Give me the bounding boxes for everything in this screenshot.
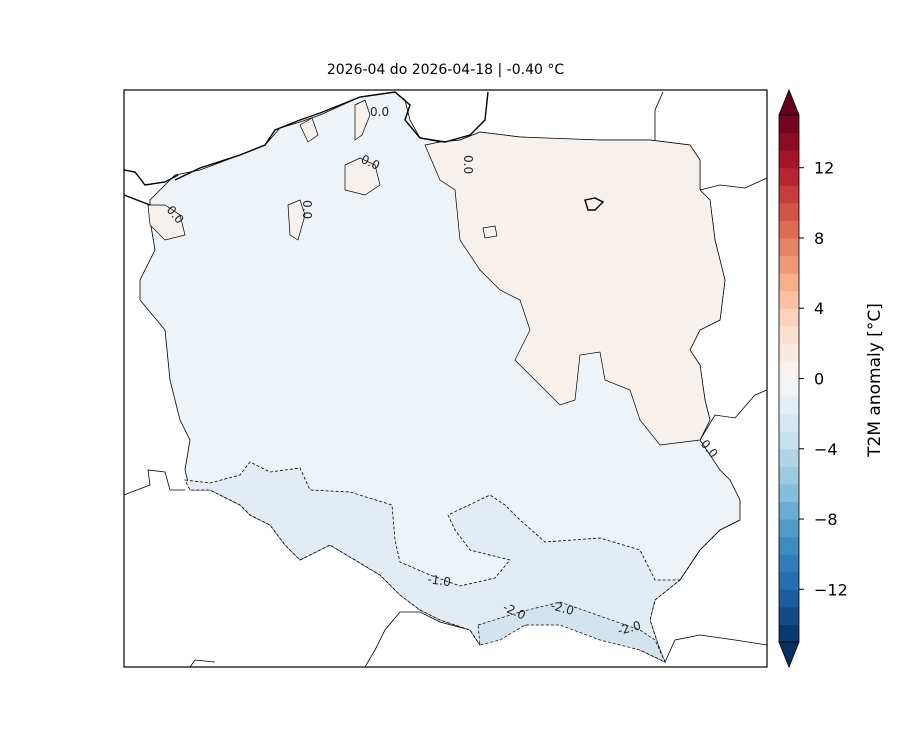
colorbar-band bbox=[779, 519, 799, 538]
colorbar-band bbox=[779, 483, 799, 502]
contour-label: 0.0 bbox=[370, 105, 389, 119]
colorbar-band bbox=[779, 624, 799, 643]
colorbar-band bbox=[779, 132, 799, 151]
colorbar-band bbox=[779, 308, 799, 327]
colorbar-band bbox=[779, 167, 799, 186]
colorbar-band bbox=[779, 185, 799, 204]
colorbar-band bbox=[779, 202, 799, 221]
baltic-coastline bbox=[124, 91, 489, 206]
colorbar-tick-label: 12 bbox=[814, 159, 834, 178]
map-area: 0.0 0.0 0.0 0.0 0.0 0.0 -1.0 -2.0 -2.0 -… bbox=[124, 91, 767, 667]
colorbar-extend-min bbox=[778, 641, 800, 669]
colorbar-tick-label: 0 bbox=[814, 370, 824, 389]
colorbar-band bbox=[779, 589, 799, 608]
positive-patches bbox=[147, 99, 498, 241]
colorbar-band bbox=[779, 501, 799, 520]
contour-label: 0.0 bbox=[300, 200, 314, 219]
colorbar-band bbox=[779, 237, 799, 257]
colorbar-band bbox=[779, 448, 799, 467]
contour-label: -2.0 bbox=[616, 618, 642, 638]
colorbar-extend-max bbox=[778, 88, 800, 116]
colorbar-band bbox=[779, 606, 799, 625]
colorbar-band bbox=[779, 150, 799, 169]
colorbar-band bbox=[779, 255, 799, 274]
colorbar-tick-label: 8 bbox=[814, 229, 824, 248]
colorbar-band bbox=[779, 536, 799, 555]
colorbar-band bbox=[779, 431, 799, 450]
neighbour-borders bbox=[124, 91, 767, 667]
colorbar-band bbox=[779, 378, 799, 397]
colorbar-band bbox=[779, 466, 799, 485]
colorbar-band bbox=[779, 413, 799, 432]
colorbar: −12 −8 −4 0 4 8 12 bbox=[778, 88, 848, 669]
colorbar-tick-label: 4 bbox=[814, 299, 824, 318]
colorbar-label: T2M anomaly [°C] bbox=[865, 303, 885, 458]
region-anomaly-0-to-plus1 bbox=[424, 131, 726, 446]
colorbar-band bbox=[779, 290, 799, 309]
map-title: 2026-04 do 2026-04-18 | -0.40 °C bbox=[326, 62, 565, 78]
contour-label: -2.0 bbox=[549, 598, 575, 618]
region-anomaly-below-minus2 bbox=[477, 601, 666, 663]
colorbar-band bbox=[779, 396, 799, 415]
colorbar-band bbox=[779, 115, 799, 134]
colorbar-band bbox=[779, 220, 799, 239]
contour-label: 0.0 bbox=[461, 155, 475, 174]
colorbar-band bbox=[779, 360, 799, 379]
colorbar-band bbox=[779, 554, 799, 573]
colorbar-tick-label: −8 bbox=[814, 510, 838, 529]
contour-label: -1.0 bbox=[427, 572, 452, 589]
colorbar-band bbox=[779, 273, 799, 292]
colorbar-tick-label: −12 bbox=[814, 580, 848, 599]
colorbar-band bbox=[779, 325, 799, 344]
lake-icon bbox=[584, 197, 605, 211]
colorbar-band bbox=[779, 571, 799, 590]
colorbar-tick-label: −4 bbox=[814, 440, 838, 459]
region-anomaly-minus1-to-minus2 bbox=[184, 461, 741, 663]
axes-frame bbox=[123, 89, 768, 668]
colorbar-band bbox=[779, 343, 799, 362]
